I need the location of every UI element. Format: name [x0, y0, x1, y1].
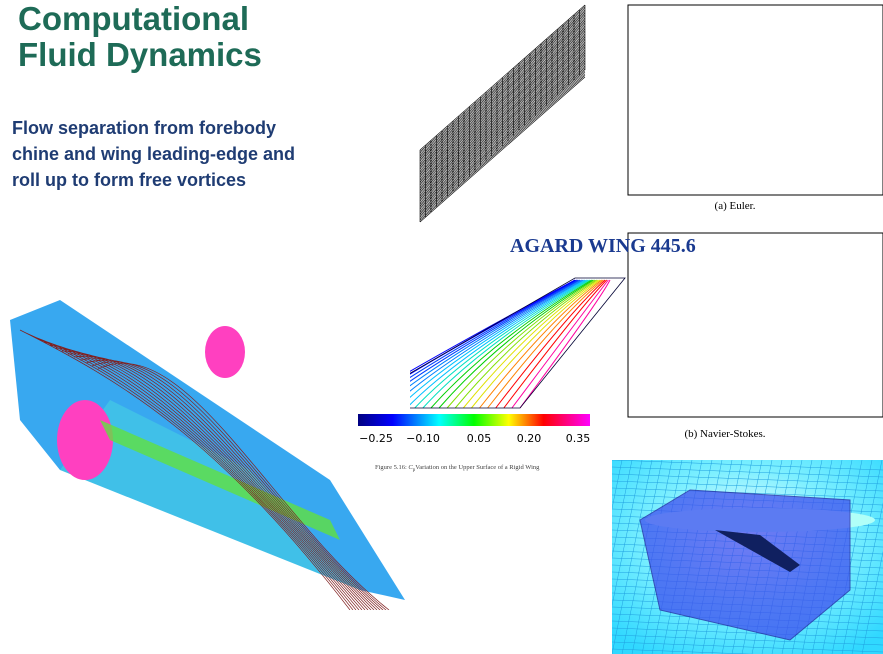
colorbar-label: 0.35: [566, 432, 591, 445]
hot-spot: [57, 400, 113, 480]
colorbar-label: 0.20: [517, 432, 542, 445]
wing-label: AGARD WING 445.6: [510, 235, 696, 257]
slide: Computational Fluid Dynamics Flow separa…: [0, 0, 883, 654]
ns-mesh-frame: [628, 233, 883, 417]
colorbar-label: −0.10: [406, 432, 440, 445]
subtitle-line: roll up to form free vortices: [12, 170, 246, 190]
cp-contour: [431, 280, 592, 408]
colorbar-label: −0.25: [359, 432, 393, 445]
cp-contour: [415, 280, 589, 408]
title-line: Computational: [18, 0, 249, 37]
cp-contour: [504, 280, 607, 408]
colorbar-label: 0.05: [467, 432, 492, 445]
mesh-caption: (b) Navier-Stokes.: [684, 428, 765, 440]
title-line: Fluid Dynamics: [18, 36, 262, 73]
slide-canvas: Computational Fluid Dynamics Flow separa…: [0, 0, 883, 654]
colorbar: [358, 414, 590, 426]
euler-mesh-frame: [628, 5, 883, 195]
cp-contour: [512, 280, 608, 408]
hot-spot: [205, 326, 245, 378]
caption-prefix: Figure 5.16:: [375, 464, 407, 471]
caption-rest: Variation on the Upper Surface of a Rigi…: [415, 464, 540, 471]
cp-contour: [423, 280, 590, 408]
wing-surface-mesh: [420, 5, 585, 222]
subtitle-line: chine and wing leading-edge and: [12, 144, 295, 164]
subtitle-line: Flow separation from forebody: [12, 118, 276, 138]
mesh-caption: (a) Euler.: [715, 200, 756, 212]
